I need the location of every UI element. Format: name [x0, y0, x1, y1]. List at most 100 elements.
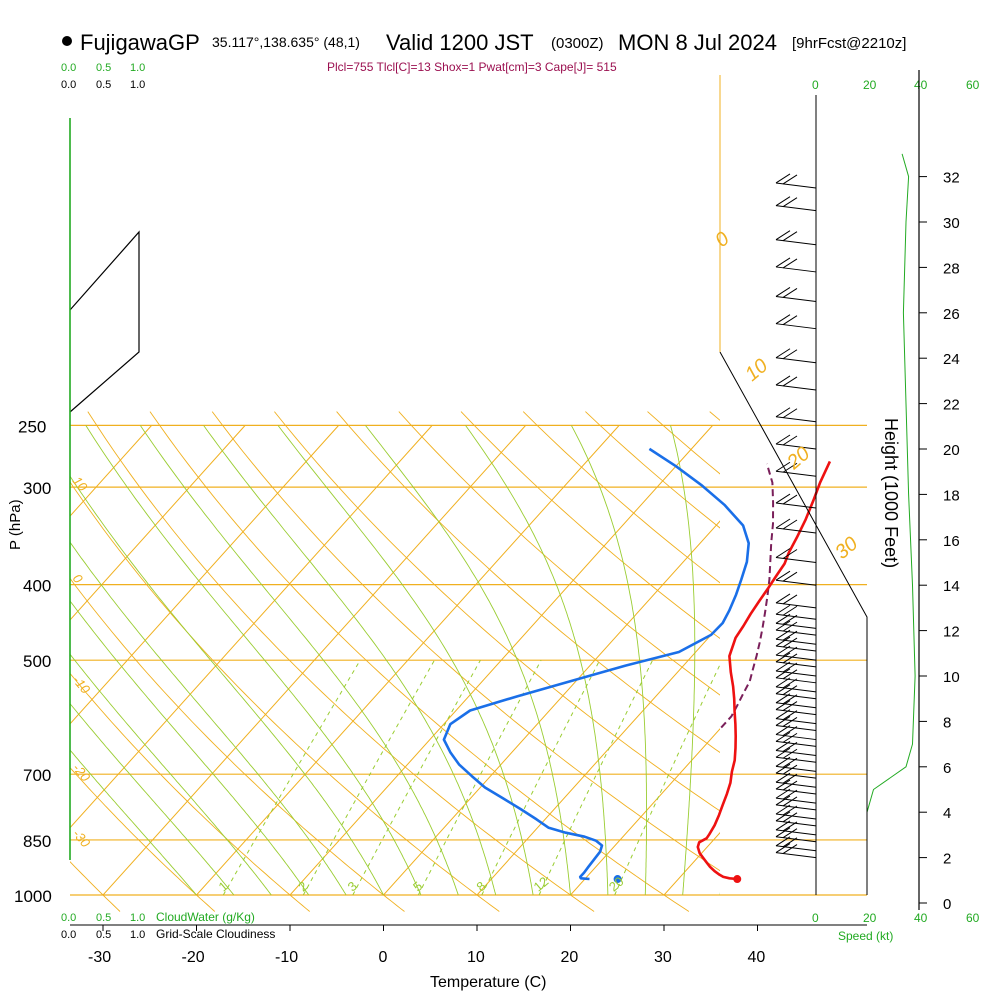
wind-barb-flag — [775, 620, 791, 631]
wind-barb-flag — [782, 764, 798, 775]
wind-barb-flag — [782, 796, 798, 807]
wind-barb-staff — [775, 602, 817, 609]
wind-barb-staff — [775, 239, 817, 246]
wind-barb-flag — [782, 605, 798, 616]
temperature-axis-label: Temperature (C) — [430, 974, 546, 991]
wind-barb-flag — [782, 408, 798, 419]
wind-barb-staff — [775, 709, 817, 716]
height-tick-label: 14 — [943, 578, 960, 595]
wind-barb — [775, 570, 817, 586]
wind-barb-flag — [782, 594, 798, 605]
speed-tick-bottom: 0 — [812, 911, 819, 925]
mixing-ratio-line — [222, 659, 361, 896]
height-tick-label: 22 — [943, 397, 960, 414]
wind-barb — [775, 196, 817, 212]
wind-barb-staff — [775, 579, 817, 586]
wind-barb-flag — [775, 314, 791, 325]
wind-barb — [775, 375, 817, 391]
wind-barb — [775, 518, 817, 534]
moist-adiabat-line — [670, 425, 696, 896]
utc-time: (0300Z) — [551, 35, 604, 52]
wind-barb-staff — [775, 765, 817, 772]
forecast-info: [9hrFcst@2210z] — [792, 35, 906, 52]
isotherm-line — [476, 624, 720, 896]
wind-barb-staff — [775, 820, 817, 827]
wind-barb-staff — [775, 734, 817, 741]
wind-barb-flag — [782, 748, 798, 759]
speed-tick-bottom: 40 — [914, 911, 928, 925]
wind-barb-staff — [775, 443, 817, 450]
wind-barb — [775, 827, 817, 843]
wind-barb-staff — [775, 724, 817, 731]
wind-barb-flag — [782, 519, 798, 530]
wind-barb-flag — [775, 795, 791, 806]
wind-barb-staff — [775, 266, 817, 273]
speed-tick-bottom: 60 — [966, 911, 980, 925]
plot-frame — [70, 75, 867, 925]
wind-barb-staff — [775, 788, 817, 795]
wind-barb-flag — [782, 669, 798, 680]
wind-barb-flag — [775, 652, 791, 663]
moist-adiabat-line — [85, 425, 422, 896]
panel-boundary-line — [719, 351, 868, 895]
cloudwater-tick-bottom: 1.0 — [130, 912, 145, 924]
height-tick-label: 18 — [943, 487, 960, 504]
height-tick-label: 16 — [943, 533, 960, 550]
pressure-tick-label: 1000 — [14, 887, 52, 906]
wind-barb-staff — [775, 638, 817, 645]
wind-barb — [775, 257, 817, 273]
wind-barb-staff — [775, 813, 817, 820]
wind-barb-flag — [775, 407, 791, 418]
mixing-ratio-line — [302, 659, 435, 896]
wind-barb-flag — [775, 196, 791, 207]
wind-barb — [775, 620, 817, 636]
wind-barb-flag — [782, 685, 798, 696]
speed-label: Speed (kt) — [838, 929, 893, 943]
isotherm-line — [70, 425, 246, 621]
dewpoint-trace — [442, 447, 750, 881]
wind-barb-flag — [782, 701, 798, 712]
wind-barb-staff — [775, 740, 817, 747]
wind-barb — [775, 287, 817, 302]
cloudiness-label: Grid-Scale Cloudiness — [156, 927, 275, 941]
wind-barb-flag — [775, 684, 791, 695]
cloudiness-tick-bottom: 0.0 — [61, 929, 76, 941]
dry-adiabat-label: -20 — [70, 760, 94, 785]
moist-adiabat-line — [70, 653, 272, 896]
temperature-tick-label: 10 — [467, 949, 485, 966]
height-tick-label: 26 — [943, 306, 960, 323]
wind-barb-flag — [775, 493, 791, 504]
dry-adiabat-label: 10 — [70, 473, 91, 494]
surface-temperature-dot — [733, 875, 742, 884]
wind-barb-flag — [775, 348, 791, 359]
wind-barb — [775, 747, 817, 763]
valid-date: MON 8 Jul 2024 — [618, 30, 777, 55]
wind-barb-flag — [782, 571, 798, 582]
moist-adiabat-line — [70, 702, 235, 896]
wind-barb-flag — [782, 780, 798, 791]
wind-barb-staff — [775, 357, 817, 364]
wind-barb-flag — [775, 668, 791, 679]
isotherm-line — [70, 425, 340, 725]
wind-barb-staff — [775, 622, 817, 629]
wind-barb-flag — [782, 653, 798, 664]
pressure-tick-label: 400 — [23, 577, 51, 596]
wind-barb-flag — [782, 376, 798, 387]
wind-barb-flag — [775, 593, 791, 604]
wind-barb-staff — [775, 613, 817, 620]
wind-barb-flag — [782, 197, 798, 208]
dry-adiabat-line — [70, 672, 310, 912]
wind-barb-flag — [782, 844, 798, 855]
cloudwater-tick-top: 1.0 — [130, 62, 145, 74]
wind-barb-staff — [775, 829, 817, 836]
wind-barb — [775, 779, 817, 795]
wind-barb — [775, 700, 817, 716]
wind-barb-flag — [775, 257, 791, 268]
dry-adiabat-line — [522, 411, 720, 584]
wind-barb-staff — [775, 845, 817, 852]
wind-barb-flag — [775, 716, 791, 726]
wind-barb-staff — [775, 804, 817, 811]
header: FujigawaGP 35.117°,138.635° (48,1) Valid… — [62, 30, 906, 74]
wind-barb-flag — [775, 230, 791, 241]
